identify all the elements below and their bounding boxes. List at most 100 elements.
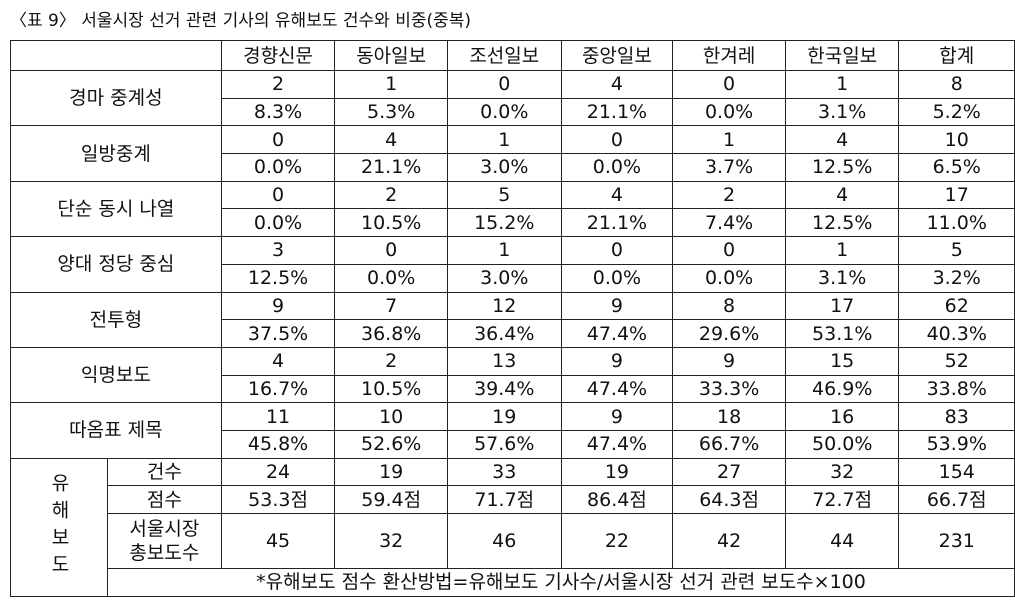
column-header: 한국일보	[784, 40, 900, 71]
harm-cell: 66.7점	[898, 485, 1015, 514]
harm-cell: 24	[220, 457, 336, 487]
count-cell: 16	[784, 402, 900, 431]
label-line: 서울시장	[129, 518, 200, 540]
harm-cell: 45	[220, 513, 336, 569]
percent-cell: 5.3%	[334, 97, 448, 127]
count-cell: 0	[334, 236, 448, 265]
percent-cell: 15.2%	[446, 208, 562, 238]
percent-cell: 29.6%	[672, 319, 786, 348]
count-cell: 13	[446, 346, 562, 376]
table-title: 〈표 9〉 서울시장 선거 관련 기사의 유해보도 건수와 비중(중복)	[10, 11, 472, 31]
percent-cell: 50.0%	[784, 429, 900, 459]
percent-cell: 8.3%	[220, 97, 336, 127]
count-cell: 9	[220, 291, 336, 321]
percent-cell: 47.4%	[560, 429, 674, 459]
percent-cell: 45.8%	[220, 429, 336, 459]
count-cell: 8	[672, 291, 786, 321]
percent-cell: 0.0%	[560, 263, 674, 293]
percent-row: 8.3% 5.3% 0.0% 21.1% 0.0% 3.1% 5.2%	[11, 97, 1015, 127]
percent-cell: 36.4%	[446, 319, 562, 348]
count-cell: 5	[446, 180, 562, 210]
harm-cell: 32	[784, 457, 900, 487]
percent-cell: 5.2%	[898, 97, 1015, 127]
count-cell: 0	[220, 180, 336, 210]
count-cell: 2	[220, 70, 336, 99]
label-line: 건수	[146, 460, 182, 483]
percent-cell: 0.0%	[560, 153, 674, 182]
table: 경향신문 동아일보 조선일보 중앙일보 한겨레 한국일보 합계 경마 중계성 2 1 0 4 0 1 8 8.…	[10, 40, 1015, 597]
percent-cell: 36.8%	[334, 319, 448, 348]
count-cell: 12	[446, 291, 562, 321]
percent-cell: 57.6%	[446, 429, 562, 459]
percent-cell: 0.0%	[220, 208, 336, 238]
count-cell: 2	[334, 180, 448, 210]
harm-row-label: 점수	[107, 485, 222, 514]
count-row: 따옴표 제목 11 10 19 9 18 16 83	[10, 402, 1015, 459]
percent-cell: 0.0%	[672, 97, 786, 127]
harm-cell: 27	[672, 457, 786, 487]
percent-cell: 0.0%	[220, 153, 336, 182]
percent-cell: 37.5%	[220, 319, 336, 348]
row-label: 양대 정당 중심	[10, 236, 222, 293]
percent-cell: 12.5%	[220, 263, 336, 293]
corner-cell	[10, 40, 222, 71]
note-cell: *유해보도 점수 환산방법=유해보도 기사수/서울시장 선거 관련 보도수×10…	[107, 568, 1015, 597]
count-cell: 18	[672, 402, 786, 431]
row-label: 단순 동시 나열	[10, 180, 222, 238]
percent-cell: 10.5%	[334, 208, 448, 238]
count-cell: 4	[560, 70, 674, 99]
percent-cell: 46.9%	[784, 374, 900, 404]
count-cell: 1	[446, 236, 562, 265]
count-cell: 62	[898, 291, 1015, 321]
harm-cell: 53.3점	[220, 485, 336, 514]
count-cell: 11	[220, 402, 336, 431]
count-cell: 83	[898, 402, 1015, 431]
count-cell: 19	[446, 402, 562, 431]
count-cell: 2	[334, 346, 448, 376]
count-cell: 4	[334, 125, 448, 155]
count-cell: 4	[560, 180, 674, 210]
count-cell: 8	[898, 70, 1015, 99]
count-cell: 9	[672, 346, 786, 376]
count-cell: 0	[672, 236, 786, 265]
harm-row: 점수 53.3점 59.4점 71.7점 86.4점 64.3점 72.7점 66.7점	[11, 485, 1015, 514]
count-row: 익명보도 4 2 13 9 9 15 52	[10, 346, 1015, 404]
label-line: 점수	[146, 488, 182, 511]
percent-row: 12.5% 0.0% 3.0% 0.0% 0.0% 3.1% 3.2%	[11, 263, 1015, 293]
harm-cell: 72.7점	[784, 485, 900, 514]
count-cell: 0	[560, 125, 674, 155]
harm-cell: 44	[784, 513, 900, 569]
row-label: 전투형	[10, 291, 222, 348]
count-row: 전투형 9 7 12 9 8 17 62	[10, 291, 1015, 348]
count-row: 경마 중계성 2 1 0 4 0 1 8	[10, 69, 1015, 127]
percent-row: 45.8% 52.6% 57.6% 47.4% 66.7% 50.0% 53.9%	[11, 429, 1015, 459]
percent-cell: 40.3%	[898, 319, 1015, 348]
count-row: 일방중계 0 4 1 0 1 4 10	[10, 125, 1015, 182]
count-cell: 4	[220, 346, 336, 376]
harm-cell: 231	[898, 513, 1015, 569]
label-line: 총보도수	[129, 542, 200, 564]
header-row: 경향신문 동아일보 조선일보 중앙일보 한겨레 한국일보 합계	[10, 40, 1015, 71]
percent-cell: 0.0%	[334, 263, 448, 293]
percent-cell: 39.4%	[446, 374, 562, 404]
percent-cell: 12.5%	[784, 208, 900, 238]
percent-cell: 47.4%	[560, 374, 674, 404]
harm-cell: 19	[560, 457, 674, 487]
count-cell: 52	[898, 346, 1015, 376]
harm-cell: 46	[446, 513, 562, 569]
percent-cell: 3.7%	[672, 153, 786, 182]
percent-cell: 3.0%	[446, 263, 562, 293]
harm-cell: 33	[446, 457, 562, 487]
percent-cell: 66.7%	[672, 429, 786, 459]
percent-cell: 0.0%	[672, 263, 786, 293]
column-header: 동아일보	[334, 40, 448, 71]
count-cell: 17	[898, 180, 1015, 210]
column-header: 합계	[898, 40, 1015, 71]
percent-cell: 52.6%	[334, 429, 448, 459]
percent-cell: 10.5%	[334, 374, 448, 404]
harm-label: 유해보도	[10, 457, 108, 597]
count-cell: 15	[784, 346, 900, 376]
column-header: 한겨레	[672, 40, 786, 71]
count-cell: 7	[334, 291, 448, 321]
column-header: 경향신문	[220, 40, 336, 71]
